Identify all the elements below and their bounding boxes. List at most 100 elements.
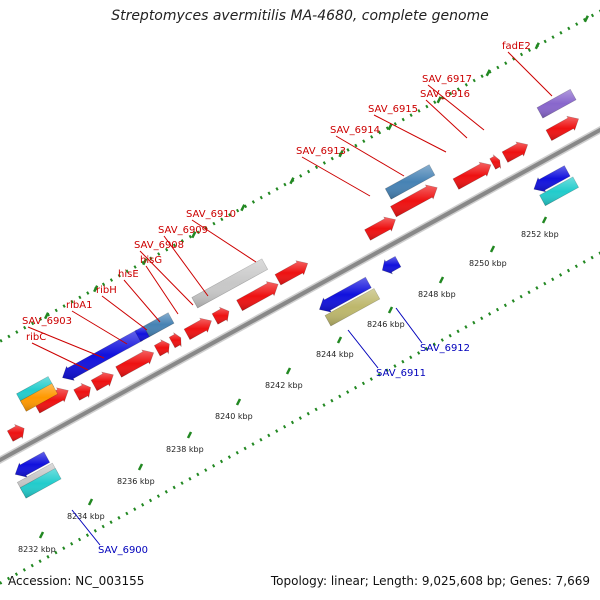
gene-label[interactable]: SAV_6909 [158,225,208,236]
major-tick [338,150,344,158]
label-leader [71,310,128,345]
major-tick [438,276,445,284]
cds-forward-shade [275,260,308,285]
major-tick [285,367,292,375]
cds-forward-shade [364,217,396,241]
major-tick [142,258,148,266]
gene-label[interactable]: fadE2 [502,41,531,52]
cds-reverse-shade [385,164,435,200]
accession-label: Accession: NC_003155 [8,574,145,588]
genome-summary: Topology: linear; Length: 9,025,608 bp; … [270,574,590,588]
label-leader [335,135,405,177]
cds-reverse-shade [20,383,58,412]
gene-label[interactable]: hisG [140,255,162,266]
feature-track [6,88,580,499]
top-ruler [0,9,600,344]
label-leader [145,265,179,315]
gene-label[interactable]: ribA1 [66,300,92,311]
label-leader [27,326,105,359]
scale-label: 8232 kbp [18,545,56,554]
gene-label[interactable]: hisE [118,269,139,280]
cds-forward-shade [184,318,212,340]
major-tick [137,463,144,471]
major-tick [336,336,343,344]
scale-label: 8238 kbp [166,445,204,454]
cds-reverse-shade [539,176,579,206]
major-tick [387,306,394,314]
cds-reverse-shade [15,451,50,478]
backbone [0,126,600,464]
gene-label[interactable]: SAV_6917 [422,74,472,85]
gene-label[interactable]: SAV_6908 [134,240,184,251]
scale-label: 8250 kbp [469,259,507,268]
label-leader [507,51,553,97]
label-leader [427,84,485,131]
gene-label[interactable]: SAV_6911 [376,368,426,379]
gene-label[interactable]: SAV_6903 [22,316,72,327]
major-tick [534,42,540,50]
cds-forward-shade [212,307,229,325]
major-tick [387,123,393,131]
cds-forward-shade [453,162,491,190]
cds-reverse-shade [134,326,150,342]
gene-label[interactable]: SAV_6914 [330,125,380,136]
gene-label[interactable]: SAV_6916 [420,89,470,100]
major-tick [485,69,491,77]
scale-label: 8240 kbp [215,412,253,421]
gene-label[interactable]: ribH [96,285,117,296]
cds-forward-shade [546,116,579,141]
cds-forward-shade [236,281,279,311]
gene-label[interactable]: ribC [26,332,46,343]
backbone-line [0,127,600,463]
cds-forward-shade [7,424,25,442]
gene-label[interactable]: SAV_6915 [368,104,418,115]
scale-label: 8242 kbp [265,381,303,390]
cds-forward-shade [390,184,438,217]
cds-forward-shade [91,372,114,391]
major-tick [43,312,50,320]
scale-label: 8252 kbp [521,230,559,239]
scale-label: 8234 kbp [67,512,105,521]
label-leader [139,250,194,306]
gene-label[interactable]: SAV_6913 [296,146,346,157]
scale-label: 8246 kbp [367,320,405,329]
label-leader [31,342,89,371]
cds-reverse-shade [533,165,571,192]
major-tick [436,96,442,104]
cds-forward-shade [33,387,69,414]
label-leader [373,114,447,153]
gene-label[interactable]: SAV_6912 [420,343,470,354]
major-tick [38,531,45,539]
cds-forward-shade [154,339,170,356]
label-leader [101,295,148,331]
major-tick [93,285,99,293]
cds-reverse-shade [191,258,268,308]
cds-forward-shade [502,142,528,163]
cds-reverse-shade [143,312,174,337]
cds-forward-shade [489,154,501,170]
major-tick [87,498,94,506]
cds-reverse-shade [16,376,54,405]
cds-forward-shade [169,332,182,348]
major-tick [583,15,589,23]
label-leader [425,99,468,139]
label-leader [123,279,161,323]
label-leader [301,156,371,197]
cds-reverse-shade [325,288,380,326]
label-leader [347,329,379,369]
gene-label[interactable]: SAV_6900 [98,545,148,556]
cds-reverse-shade [20,468,62,499]
major-tick [289,177,295,185]
scale-label: 8244 kbp [316,350,354,359]
gene-label[interactable]: SAV_6910 [186,209,236,220]
major-tick [235,398,242,406]
label-leader [191,219,257,263]
scale-label: 8248 kbp [418,290,456,299]
map-title: Streptomyces avermitilis MA-4680, comple… [111,8,489,24]
label-leader [395,307,423,344]
cds-forward-shade [73,383,91,401]
cds-forward-shade [115,350,154,378]
